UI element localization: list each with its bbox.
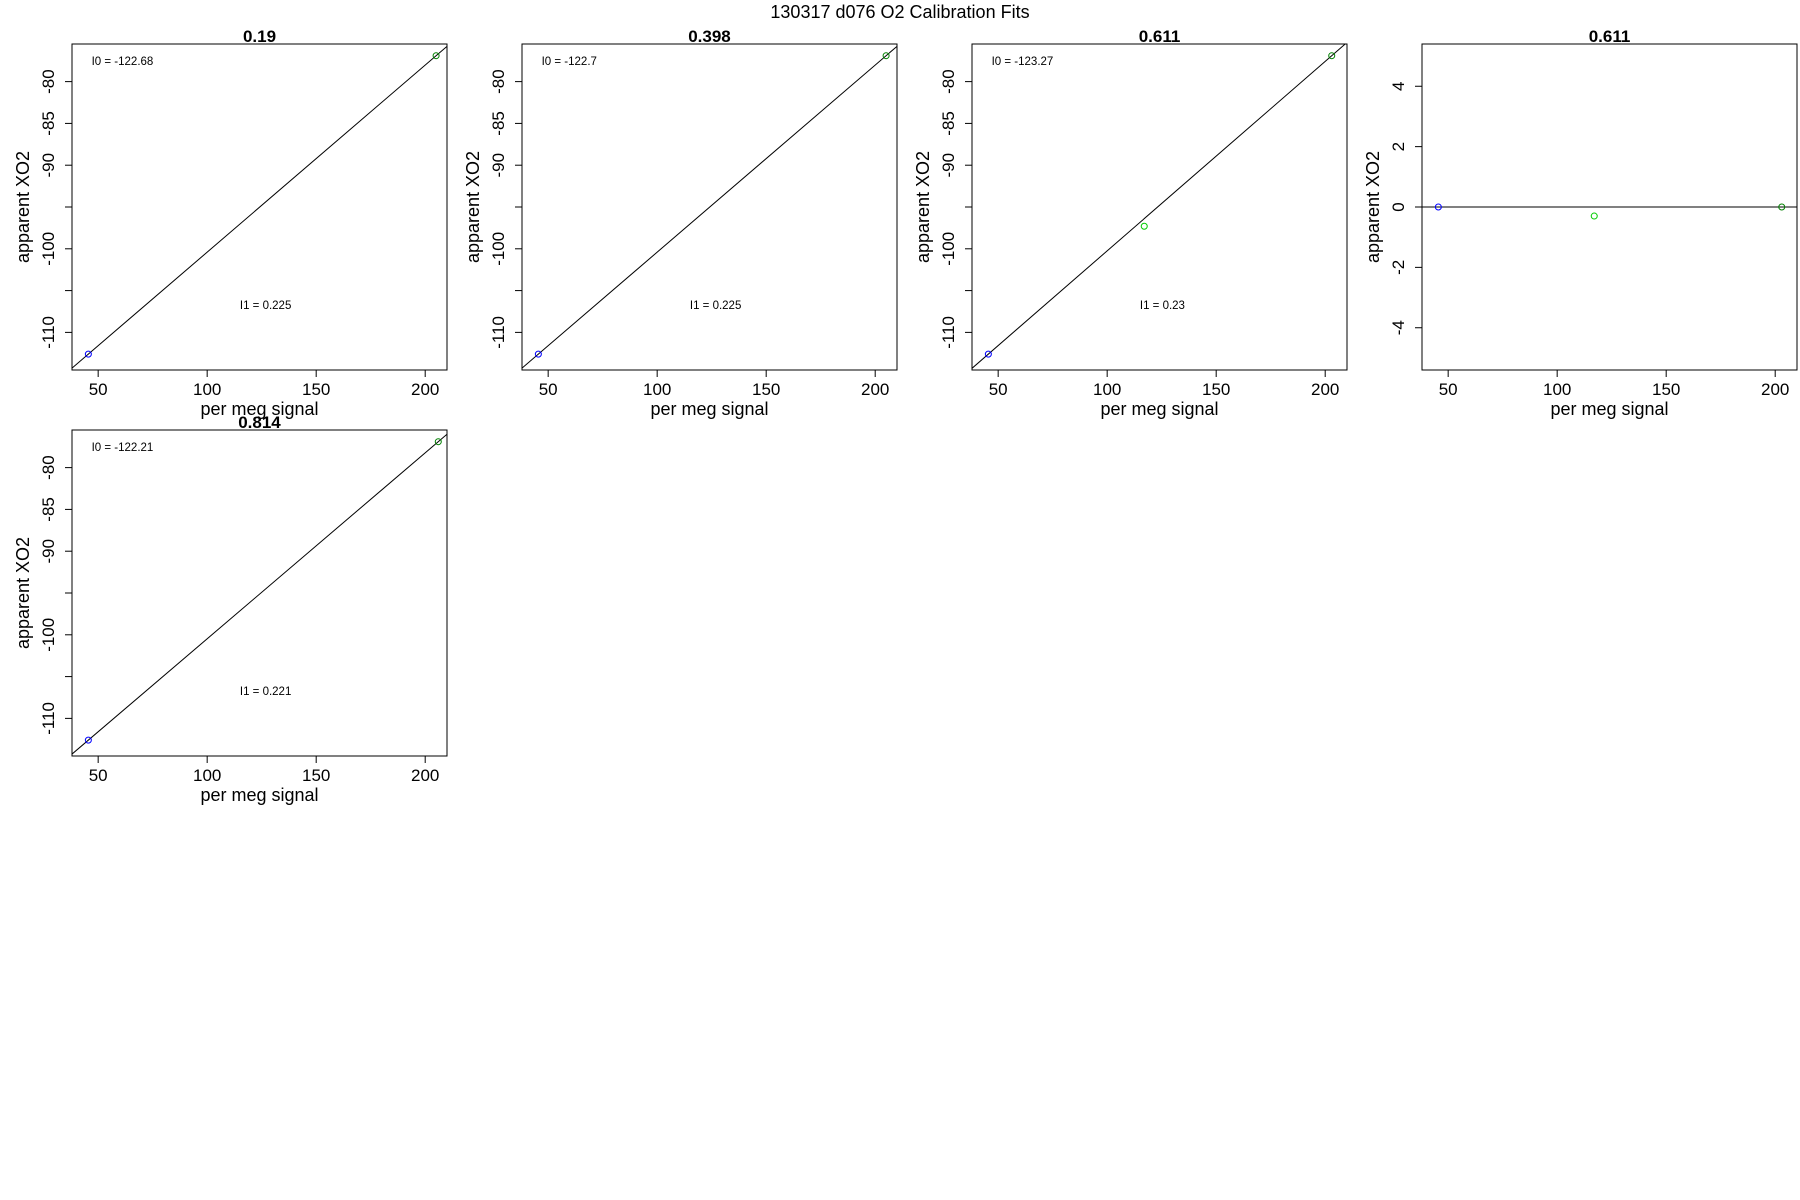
plot-title: 0.611 [1139, 27, 1181, 46]
plot-panel-4: 0.611 50 100 150 200 4 2 0 -2 -4 per meg signal app… [1363, 27, 1798, 419]
x-tick-label: 200 [1761, 380, 1789, 399]
data-point [882, 52, 890, 60]
data-point [432, 52, 440, 60]
fit-annotation: I1 = 0.225 [690, 300, 741, 312]
y-tick-label: -80 [39, 455, 58, 480]
plot-frame [71, 429, 448, 757]
fit-annotation: I1 = 0.221 [240, 686, 291, 698]
x-tick-label: 150 [1202, 380, 1230, 399]
x-tick-label: 150 [752, 380, 780, 399]
data-point [534, 350, 542, 358]
y-tick-label: -85 [489, 111, 508, 136]
x-tick-label: 50 [1439, 380, 1458, 399]
y-axis-title: apparent XO2 [1363, 151, 1383, 263]
x-tick-label: 100 [193, 766, 221, 785]
x-axis-title: per meg signal [1550, 399, 1668, 419]
x-axis-title: per meg signal [650, 399, 768, 419]
plot-title: 0.19 [243, 27, 276, 46]
y-tick-label: -110 [489, 316, 508, 349]
y-tick-label: -80 [39, 69, 58, 94]
x-tick-label: 100 [193, 380, 221, 399]
y-tick-label: -100 [489, 232, 508, 266]
y-tick-label: -110 [39, 316, 58, 349]
y-tick-label: 4 [1389, 82, 1408, 91]
y-tick-label: -90 [39, 153, 58, 178]
y-axis-title: apparent XO2 [913, 151, 933, 263]
fit-line [972, 44, 1346, 369]
plot-panel-3: 0.611 50 100 150 200 -80 -85 -90 -100 -110 per meg… [913, 27, 1348, 419]
x-tick-label: 150 [302, 766, 330, 785]
x-tick-label: 50 [89, 380, 108, 399]
x-tick-label: 200 [1311, 380, 1339, 399]
data-point [1434, 203, 1442, 211]
x-tick-label: 50 [539, 380, 558, 399]
plot-title: 0.814 [238, 413, 281, 432]
x-tick-label: 100 [1093, 380, 1121, 399]
data-point [434, 438, 442, 446]
x-tick-label: 100 [1543, 380, 1571, 399]
fit-line [72, 433, 447, 755]
data-point [84, 350, 92, 358]
y-tick-label: -100 [39, 618, 58, 652]
y-tick-label: -90 [939, 153, 958, 178]
data-point [1328, 52, 1336, 60]
x-tick-label: 200 [411, 766, 439, 785]
y-tick-label: -2 [1389, 260, 1408, 275]
y-axis-title: apparent XO2 [13, 151, 33, 263]
data-point [1590, 212, 1598, 220]
data-point [1140, 222, 1148, 230]
plot-panel-1: 0.19 50 100 150 200 -80 -85 -90 -100 -110 per meg … [13, 27, 448, 419]
y-tick-label: -4 [1389, 320, 1408, 335]
data-point [84, 736, 92, 744]
x-tick-label: 200 [861, 380, 889, 399]
x-tick-label: 50 [89, 766, 108, 785]
y-tick-label: -100 [39, 232, 58, 266]
plot-panel-5: 0.814 50 100 150 200 -80 -85 -90 -100 -110 per meg… [13, 413, 448, 805]
fit-line [522, 45, 897, 369]
y-tick-label: -100 [939, 232, 958, 266]
y-tick-label: -85 [939, 111, 958, 136]
plot-title: 0.611 [1589, 27, 1631, 46]
y-tick-label: -110 [939, 316, 958, 349]
y-tick-label: -85 [39, 111, 58, 136]
fit-annotation: I0 = -122.21 [92, 442, 154, 454]
fit-annotation: I0 = -122.7 [542, 56, 597, 68]
fit-line [72, 45, 447, 369]
data-point [984, 350, 992, 358]
y-axis-title: apparent XO2 [13, 537, 33, 649]
x-tick-label: 150 [302, 380, 330, 399]
x-axis-title: per meg signal [200, 785, 318, 805]
plot-panel-2: 0.398 50 100 150 200 -80 -85 -90 -100 -110 per meg… [463, 27, 898, 419]
data-point [1778, 203, 1786, 211]
x-tick-label: 100 [643, 380, 671, 399]
plot-title: 0.398 [688, 27, 731, 46]
y-axis-title: apparent XO2 [463, 151, 483, 263]
page-title: 130317 d076 O2 Calibration Fits [770, 2, 1030, 22]
x-tick-label: 50 [989, 380, 1008, 399]
y-tick-label: -90 [489, 153, 508, 178]
fit-annotation: I1 = 0.23 [1140, 300, 1185, 312]
y-tick-label: 2 [1389, 142, 1408, 151]
fit-annotation: I1 = 0.225 [240, 300, 291, 312]
x-tick-label: 200 [411, 380, 439, 399]
y-tick-label: -80 [939, 69, 958, 94]
x-axis-title: per meg signal [1100, 399, 1218, 419]
fit-annotation: I0 = -122.68 [92, 56, 154, 68]
y-tick-label: -110 [39, 702, 58, 735]
x-tick-label: 150 [1652, 380, 1680, 399]
x-axis-title: per meg signal [200, 399, 318, 419]
y-tick-label: -80 [489, 69, 508, 94]
plot-frame [971, 43, 1348, 371]
y-tick-label: 0 [1389, 202, 1408, 211]
y-tick-label: -85 [39, 497, 58, 522]
fit-annotation: I0 = -123.27 [992, 56, 1054, 68]
y-tick-label: -90 [39, 539, 58, 564]
